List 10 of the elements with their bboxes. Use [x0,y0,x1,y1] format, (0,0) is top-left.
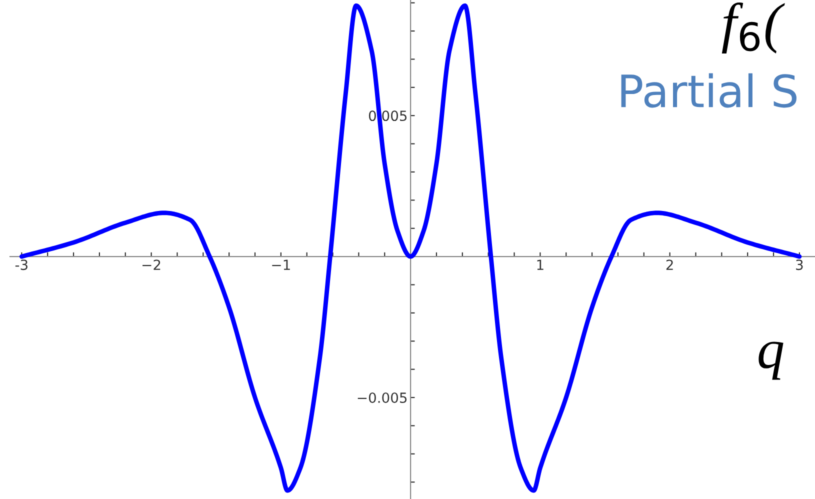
y-tick-label: −0.005 [358,392,407,403]
x-axis-title: q [758,342,784,380]
x-tick-label: 3 [796,260,803,270]
annotation: f$_{6}$( [722,2,785,54]
x-tick-label: 1 [537,260,544,270]
x-tick-label: 2 [666,260,673,270]
annotation: Partial S [621,73,796,108]
x-tick-label: −1 [272,260,290,270]
x-tick-label: -3 [15,260,28,270]
x-tick-label: −2 [142,260,160,270]
